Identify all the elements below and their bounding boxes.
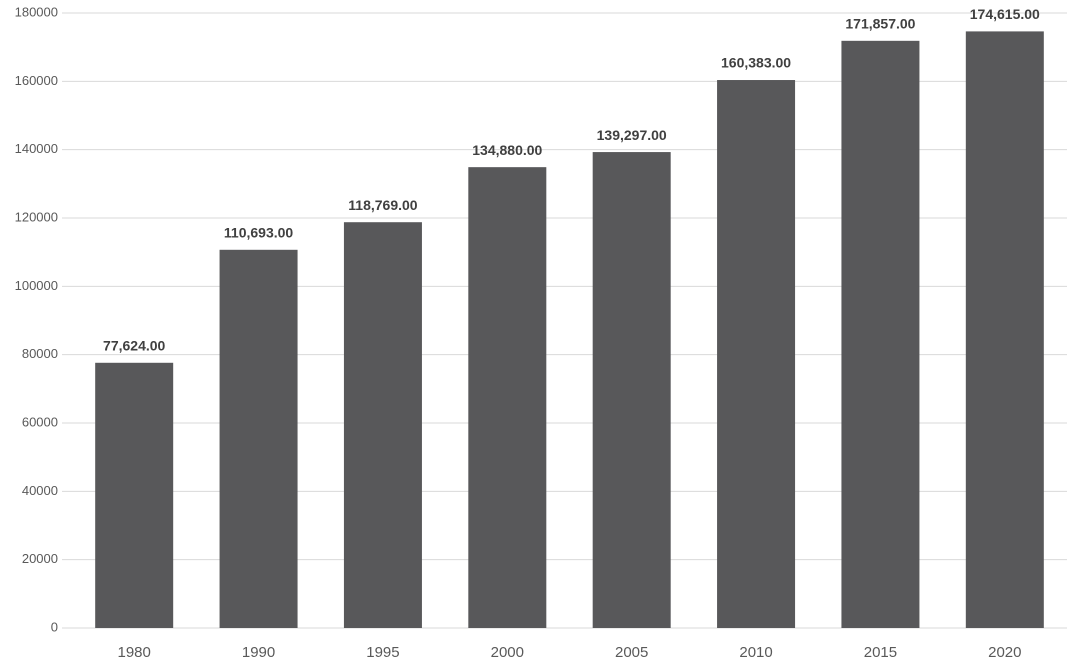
y-tick-label: 60000: [22, 414, 58, 429]
value-label: 171,857.00: [845, 16, 915, 32]
x-tick-label: 1980: [118, 644, 151, 661]
value-label: 110,693.00: [224, 225, 294, 241]
value-label: 77,624.00: [103, 337, 165, 353]
y-tick-label: 40000: [22, 483, 58, 498]
bar: [468, 167, 547, 628]
bar: [219, 249, 298, 628]
bar: [841, 40, 920, 629]
y-tick-label: 0: [51, 619, 58, 634]
value-label: 134,880.00: [472, 142, 542, 158]
x-tick-label: 2000: [491, 644, 524, 661]
value-label: 139,297.00: [597, 127, 667, 143]
y-tick-label: 100000: [15, 278, 58, 293]
x-tick-label: 2010: [739, 644, 772, 661]
y-tick-label: 140000: [15, 141, 58, 156]
bar: [95, 362, 174, 628]
x-tick-label: 2020: [988, 644, 1021, 661]
bar: [717, 80, 796, 628]
y-tick-label: 80000: [22, 346, 58, 361]
bar: [592, 152, 671, 628]
x-tick-label: 2015: [864, 644, 897, 661]
value-label: 118,769.00: [348, 197, 418, 213]
bar: [343, 222, 422, 628]
y-tick-label: 120000: [15, 209, 58, 224]
value-label: 160,383.00: [721, 55, 791, 71]
y-tick-label: 180000: [15, 4, 58, 19]
x-tick-label: 2005: [615, 644, 648, 661]
y-tick-label: 20000: [22, 551, 58, 566]
y-tick-label: 160000: [15, 73, 58, 88]
bar: [965, 31, 1044, 629]
value-label: 174,615.00: [970, 6, 1040, 22]
x-tick-label: 1990: [242, 644, 275, 661]
x-tick-label: 1995: [366, 644, 399, 661]
